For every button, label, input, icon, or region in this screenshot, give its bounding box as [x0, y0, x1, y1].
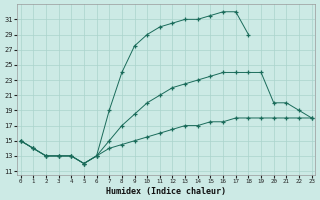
X-axis label: Humidex (Indice chaleur): Humidex (Indice chaleur): [106, 187, 226, 196]
